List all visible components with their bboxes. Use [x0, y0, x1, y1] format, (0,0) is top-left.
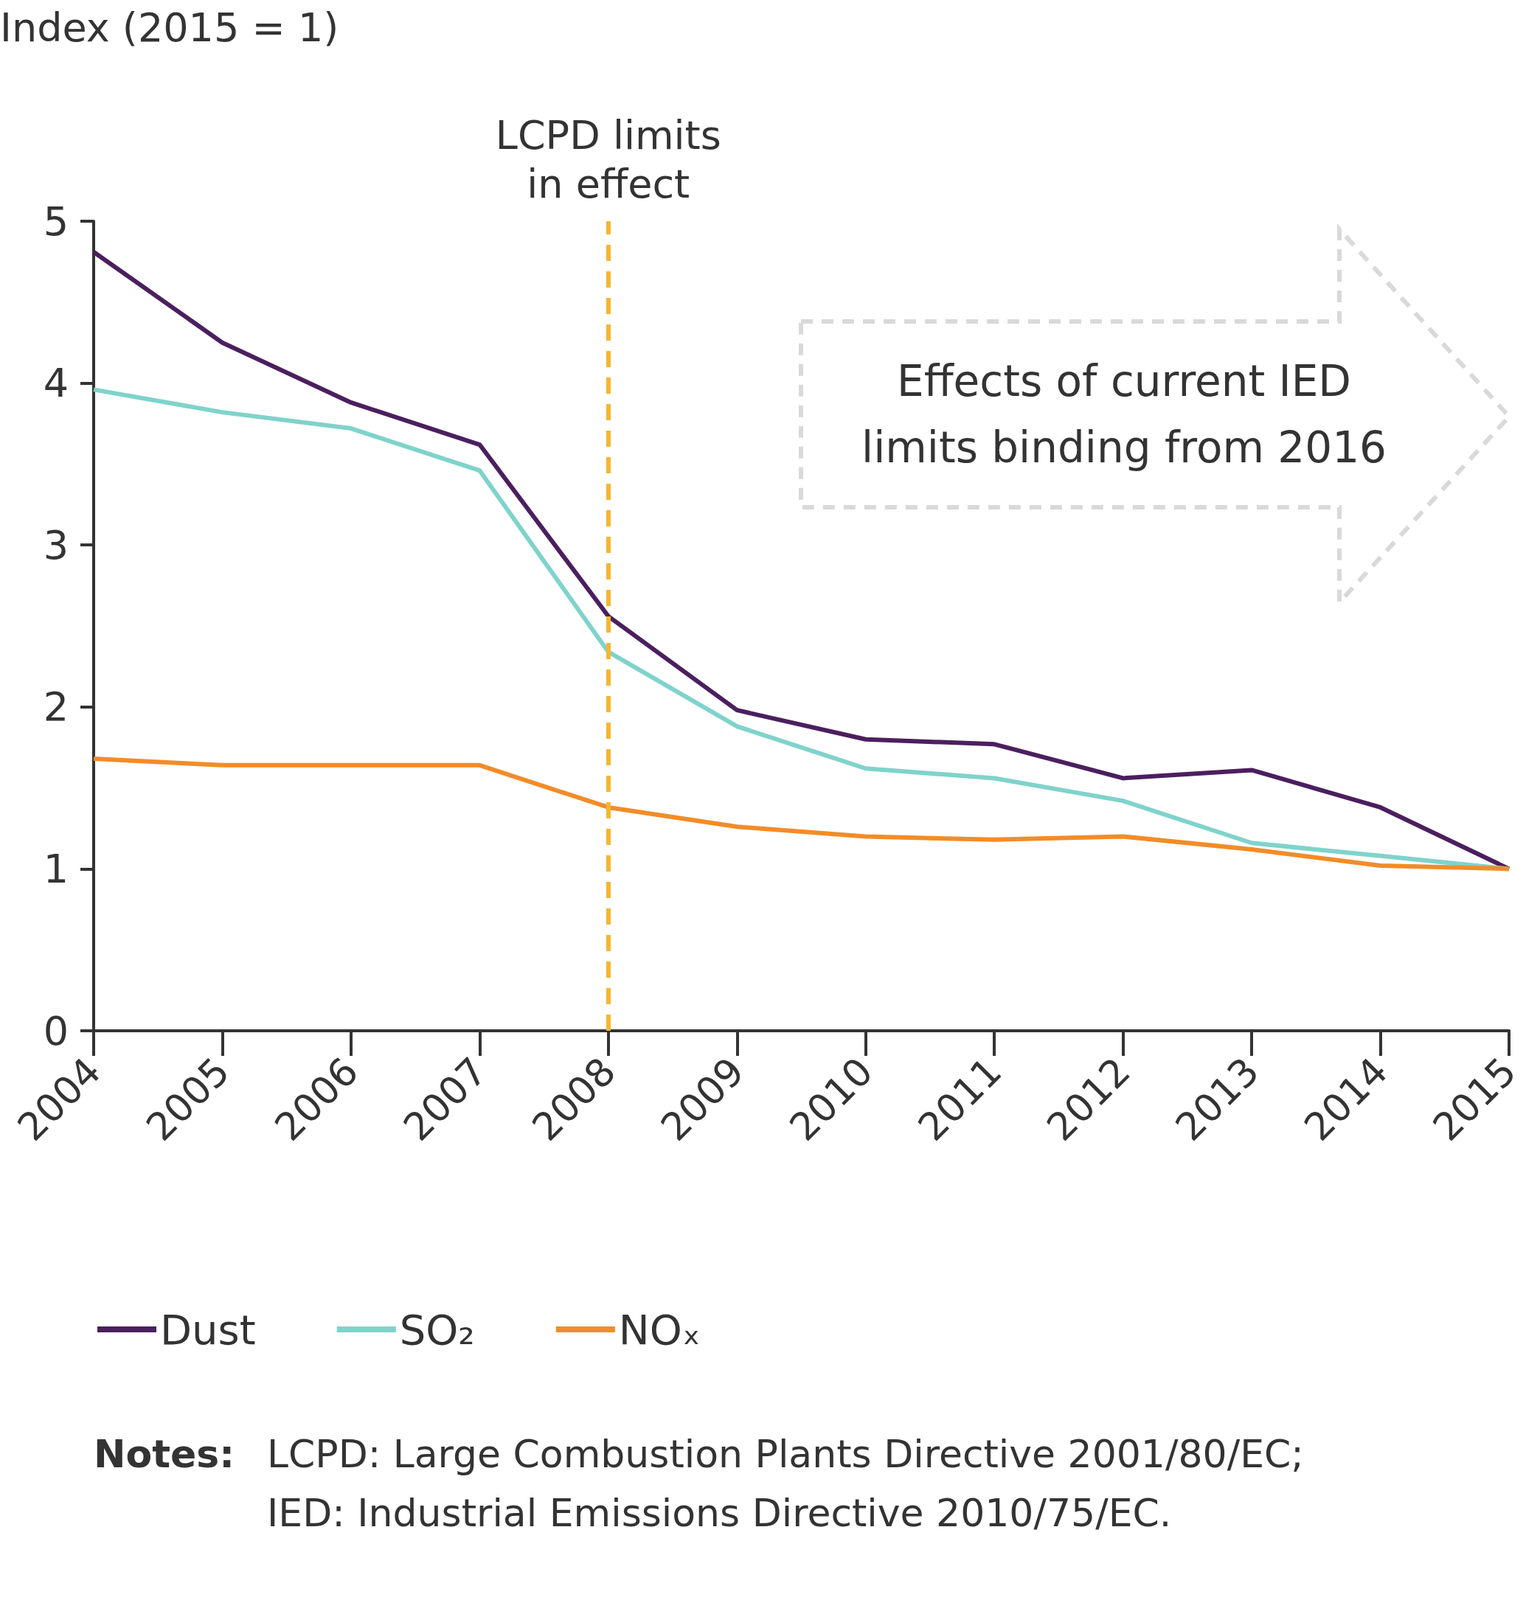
svg-text:IED: Industrial Emissions Dire: IED: Industrial Emissions Directive 2010… — [266, 1491, 1172, 1536]
svg-text:2013: 2013 — [1166, 1049, 1268, 1150]
svg-text:2005: 2005 — [137, 1049, 239, 1150]
svg-text:Effects of current IED: Effects of current IED — [896, 356, 1352, 407]
svg-text:2: 2 — [43, 683, 69, 731]
svg-text:Index (2015 = 1): Index (2015 = 1) — [0, 4, 339, 51]
svg-text:limits binding from 2016: limits binding from 2016 — [861, 422, 1387, 473]
svg-text:2010: 2010 — [781, 1049, 882, 1150]
svg-text:2008: 2008 — [523, 1049, 624, 1150]
svg-text:2015: 2015 — [1424, 1049, 1525, 1150]
svg-text:Notes:: Notes: — [93, 1432, 235, 1477]
svg-text:4: 4 — [43, 359, 69, 407]
svg-text:2014: 2014 — [1295, 1049, 1397, 1150]
svg-text:2011: 2011 — [909, 1049, 1010, 1150]
svg-text:LCPD: Large Combustion Plants: LCPD: Large Combustion Plants Directive … — [266, 1432, 1304, 1477]
svg-text:LCPD limits: LCPD limits — [495, 112, 722, 159]
svg-text:3: 3 — [43, 522, 69, 569]
svg-text:2012: 2012 — [1038, 1049, 1139, 1150]
svg-text:1: 1 — [43, 845, 69, 893]
svg-text:SO₂: SO₂ — [399, 1306, 475, 1355]
svg-text:NOₓ: NOₓ — [618, 1306, 701, 1355]
svg-text:2009: 2009 — [652, 1049, 754, 1150]
svg-text:2004: 2004 — [8, 1049, 110, 1150]
svg-text:5: 5 — [43, 198, 69, 245]
svg-text:2006: 2006 — [266, 1049, 367, 1150]
svg-text:Dust: Dust — [160, 1306, 256, 1355]
svg-text:0: 0 — [43, 1008, 69, 1055]
svg-text:2007: 2007 — [395, 1049, 496, 1150]
svg-text:in effect: in effect — [526, 160, 690, 208]
